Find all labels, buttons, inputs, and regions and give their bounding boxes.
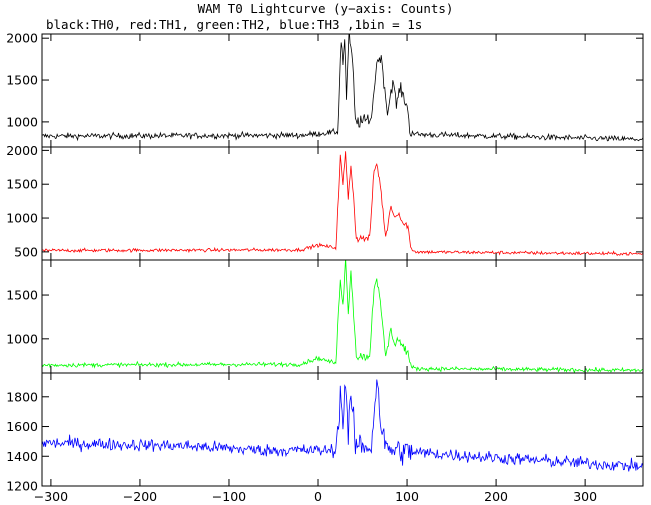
- y-tick-label: 1800: [6, 389, 38, 404]
- y-tick-label: 1400: [6, 449, 38, 464]
- y-tick-label: 1500: [6, 177, 38, 192]
- panel-th1: 500 1000 1500 2000: [6, 143, 644, 261]
- x-axis: −300 −200 −100 0 100 200 300: [34, 489, 597, 504]
- panel-frame: [41, 372, 644, 487]
- y-tick-label: 1000: [6, 211, 38, 226]
- x-tick-label: −200: [123, 489, 157, 504]
- y-tick-label: 1000: [6, 331, 38, 346]
- series-line-th3: [42, 379, 643, 472]
- panel-frame: [41, 259, 644, 374]
- y-tick-label: 2000: [6, 143, 38, 158]
- y-tick-label: 1500: [6, 288, 38, 303]
- y-tick-label: 500: [14, 244, 38, 259]
- x-tick-label: −300: [34, 489, 68, 504]
- panel-frame: [41, 146, 644, 261]
- series-line-th2: [42, 260, 643, 373]
- series-line-th1: [42, 151, 643, 256]
- y-tick-label: 2000: [6, 31, 38, 46]
- x-tick-label: 100: [395, 489, 419, 504]
- series-line-th0: [42, 34, 643, 142]
- y-tick-label: 1200: [6, 479, 38, 494]
- panel-th2: 1000 1500: [6, 259, 644, 374]
- x-tick-label: −100: [212, 489, 246, 504]
- y-tick-label: 1500: [6, 73, 38, 88]
- panel-th0: 1000 1500 2000: [6, 31, 644, 148]
- chart-subtitle: black:TH0, red:TH1, green:TH2, blue:TH3 …: [46, 17, 423, 32]
- y-tick-label: 1600: [6, 419, 38, 434]
- x-tick-label: 0: [314, 489, 322, 504]
- y-tick-label: 1000: [6, 114, 38, 129]
- panel-th3: 1200 1400 1600 1800: [6, 372, 644, 494]
- x-tick-label: 200: [484, 489, 508, 504]
- x-tick-label: 300: [573, 489, 597, 504]
- chart-title: WAM T0 Lightcurve (y−axis: Counts): [197, 1, 454, 16]
